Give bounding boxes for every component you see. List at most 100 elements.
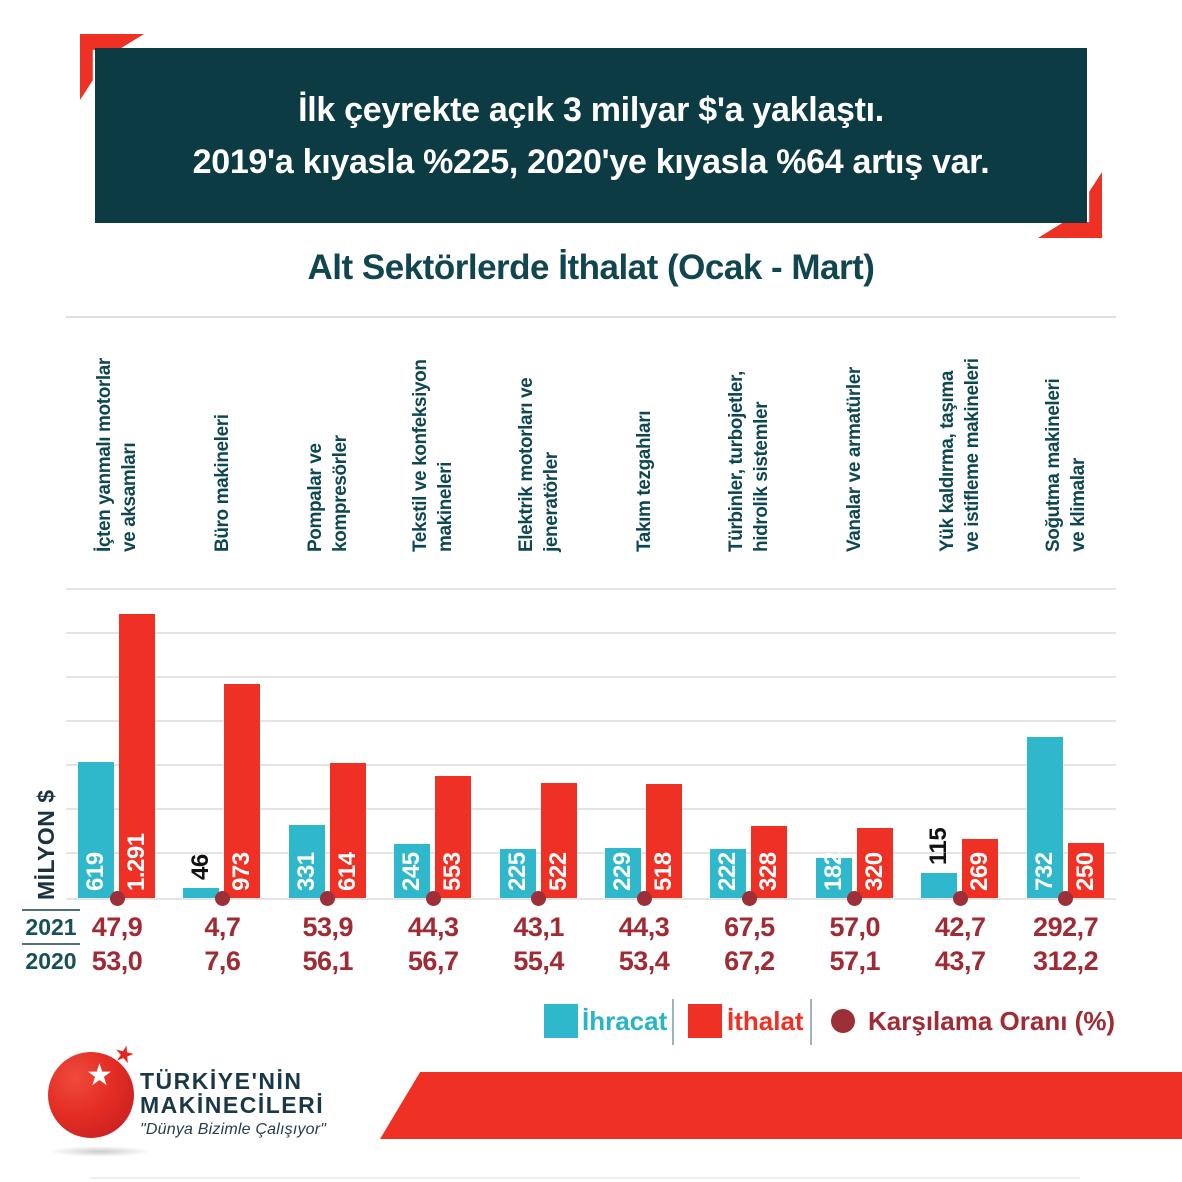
import-bar-value: 614 (333, 852, 361, 891)
category-label: Büro makineleri (210, 414, 235, 552)
headline-banner: İlk çeyrekte açık 3 milyar $'a yaklaştı.… (95, 48, 1087, 223)
import-bar-value: 269 (966, 852, 994, 891)
coverage-2021-value: 44,3 (407, 912, 459, 942)
category-label: Tekstil ve konfeksiyon makineleri (408, 359, 458, 552)
import-bar-value: 328 (755, 852, 783, 891)
import-bar (856, 827, 893, 898)
coverage-2020-value: 7,6 (204, 946, 241, 976)
coverage-2020-value: 43,7 (934, 946, 986, 976)
category-label: Pompalar ve kompresörler (303, 435, 353, 552)
import-bar-value: 522 (544, 852, 572, 891)
import-bar (962, 838, 999, 898)
export-bar-value: 732 (1030, 852, 1058, 891)
legend-coverage-dot-icon (831, 1009, 855, 1033)
legend-export-swatch (544, 1004, 578, 1038)
category-label-line: ve klimalar (1067, 458, 1089, 552)
coverage-ratio-dot (109, 891, 125, 906)
logo-star-icon: ★ (86, 1059, 113, 1092)
category-label: Vanalar ve armatürler (842, 367, 867, 552)
coverage-2021-value: 47,9 (91, 912, 143, 942)
category-label-line: Takım tezgahları (633, 410, 655, 552)
coverage-ratio-dot (1058, 891, 1074, 906)
grid-line (66, 720, 1116, 722)
category-label-line: Yük kaldırma, taşıma (937, 370, 959, 552)
grid-line (66, 852, 1116, 854)
coverage-2021-value: 292,7 (1033, 912, 1099, 942)
export-bar-value: 229 (609, 852, 636, 891)
category-label-line: kompresörler (329, 435, 351, 552)
logo-name-line-2: MAKİNECİLERİ (140, 1092, 325, 1118)
import-bar-value: 1.291 (123, 833, 150, 891)
coverage-2020-value: 312,2 (1033, 946, 1099, 976)
year-row-rule-middle (22, 943, 80, 945)
export-bar (710, 849, 747, 898)
coverage-2021-value: 57,0 (829, 912, 881, 942)
legend-import-swatch (688, 1004, 722, 1038)
coverage-ratio-dot (320, 891, 336, 906)
coverage-2020-value: 55,4 (513, 946, 564, 976)
export-bar-value: 245 (398, 852, 426, 891)
year-row-label-2021: 2021 (25, 914, 77, 940)
coverage-2021-value: 67,5 (724, 912, 775, 942)
headline-line-2: 2019'a kıyasla %225, 2020'ye kıyasla %64… (192, 142, 990, 181)
coverage-ratio-dot (425, 891, 441, 906)
export-bar (1026, 736, 1063, 898)
export-bar (921, 872, 958, 898)
bottom-hairline (90, 1177, 1080, 1179)
title-divider-line (66, 316, 1116, 318)
category-label: Soğutma makineleri ve klimalar (1041, 379, 1091, 552)
export-bar-value: 331 (292, 852, 320, 891)
import-bar-value: 518 (650, 852, 677, 891)
y-axis-label: MİLYON $ (33, 789, 59, 900)
import-bar (435, 776, 472, 898)
x-axis-baseline (66, 898, 1116, 900)
logo-red-globe (48, 1052, 134, 1138)
category-label-line: Tekstil ve konfeksiyon (410, 359, 432, 552)
coverage-2020-value: 56,7 (407, 946, 459, 976)
coverage-ratio-dot (214, 891, 230, 906)
export-bar-value: 222 (714, 852, 742, 891)
footer-red-band (380, 1072, 1182, 1139)
category-label-line: Türbinler, turbojetler, (726, 371, 748, 552)
import-bar-value: 250 (1071, 852, 1099, 891)
import-bar (224, 683, 261, 898)
logo-shadow (48, 1146, 152, 1157)
year-row-rule-top (22, 909, 80, 911)
coverage-ratio-dot (741, 891, 757, 906)
coverage-2020-value: 53,4 (618, 946, 670, 976)
export-bar-value: 115 (925, 827, 953, 865)
coverage-2021-value: 43,1 (513, 912, 564, 942)
coverage-2020-value: 53,0 (91, 946, 143, 976)
grid-line (66, 808, 1116, 810)
export-bar (183, 887, 220, 898)
logo-tagline: "Dünya Bizimle Çalışıyor" (140, 1121, 327, 1138)
category-label-line: ve istifleme makineleri (962, 358, 984, 552)
coverage-2021-value: 42,7 (934, 912, 986, 942)
import-bar-value: 320 (860, 852, 888, 891)
category-label-line: Elektrik motorları ve (515, 377, 537, 552)
grid-line (66, 588, 1116, 590)
category-label: Yük kaldırma, taşıma ve istifleme makinel… (935, 358, 985, 552)
import-bar (329, 762, 366, 898)
category-label: Türbinler, turbojetler, hidrolik sistemle… (724, 371, 774, 552)
grid-line (66, 676, 1116, 678)
legend-import-label: İthalat (727, 1006, 804, 1036)
coverage-2020-value: 67,2 (724, 946, 775, 976)
coverage-2021-value: 44,3 (618, 912, 670, 942)
category-label-line: ve aksamları (119, 442, 140, 552)
coverage-ratio-dot (952, 891, 968, 906)
coverage-ratio-dot (847, 891, 863, 906)
export-bar-value: 182 (819, 852, 847, 891)
export-bar-value: 46 (187, 854, 215, 880)
category-label-line: jeneratörler (540, 452, 562, 552)
export-bar (815, 857, 852, 898)
logo-name-line-1: TÜRKİYE'NİN (140, 1068, 303, 1094)
export-bar (288, 825, 325, 898)
category-label-line: Vanalar ve armatürler (844, 367, 866, 552)
category-label-line: Pompalar ve (304, 443, 326, 552)
export-bar (605, 847, 641, 898)
category-label-line: Büro makineleri (211, 414, 233, 552)
import-bar-value: 973 (228, 852, 256, 891)
